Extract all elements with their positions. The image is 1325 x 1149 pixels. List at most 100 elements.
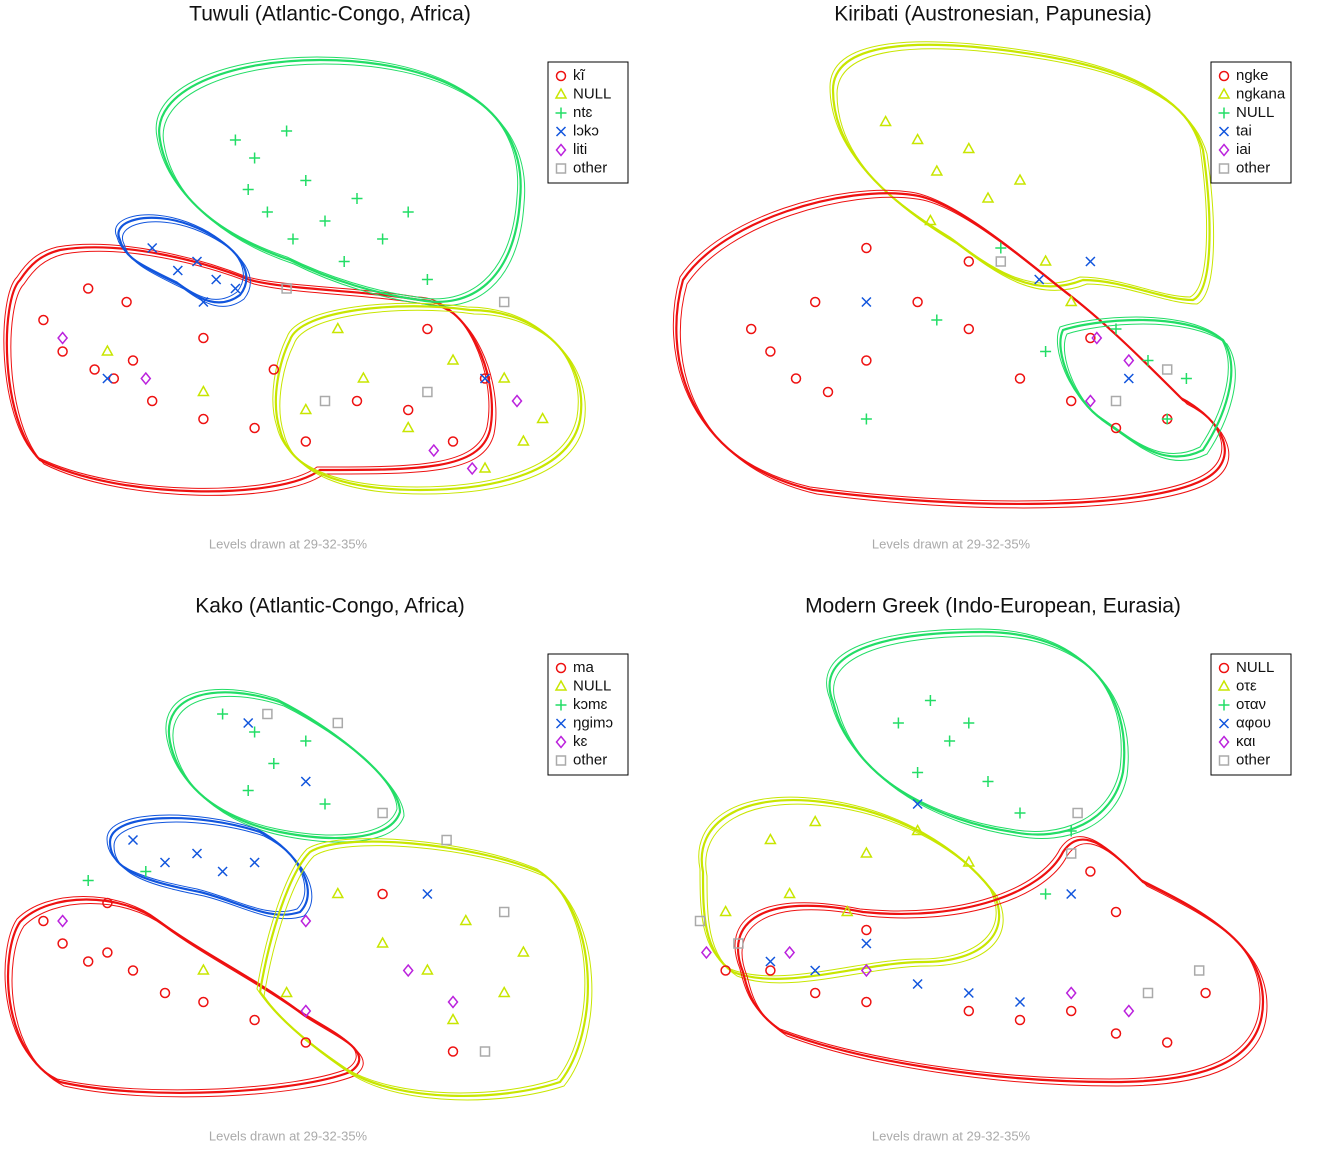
contour	[833, 635, 1129, 839]
point	[861, 296, 872, 308]
contour	[828, 630, 1126, 836]
point	[82, 283, 94, 294]
point	[1110, 395, 1122, 407]
point	[861, 924, 872, 936]
levels-note: Levels drawn at 29-32-35%	[872, 1128, 1031, 1143]
point	[198, 332, 209, 344]
legend-marker	[555, 662, 567, 674]
point	[422, 323, 433, 335]
point	[127, 834, 139, 846]
point	[1161, 413, 1173, 425]
contour	[705, 803, 1004, 984]
contour	[741, 843, 1268, 1087]
point	[1110, 906, 1122, 918]
contour	[700, 799, 1001, 980]
point	[517, 945, 530, 957]
point	[421, 274, 433, 285]
legend-label: ntɛ	[573, 104, 593, 121]
panel: Kako (Atlantic-Congo, Africa) Levels draw…	[4, 595, 629, 1143]
point	[300, 735, 312, 747]
legend-label: ngke	[1236, 67, 1269, 84]
legend-marker	[555, 718, 567, 729]
point	[57, 938, 68, 949]
point	[140, 371, 152, 386]
point	[377, 807, 388, 819]
point	[720, 965, 731, 976]
point	[377, 888, 388, 900]
contour	[167, 691, 402, 840]
point	[447, 995, 459, 1009]
contour	[274, 305, 583, 492]
point	[1065, 395, 1077, 407]
chart-title: Kiribati (Austronesian, Papunesia)	[834, 3, 1152, 26]
point	[249, 152, 261, 164]
point	[1161, 364, 1173, 375]
point	[146, 395, 158, 407]
point	[249, 422, 260, 434]
point	[478, 461, 492, 473]
point	[822, 386, 834, 398]
point	[82, 956, 94, 967]
point	[517, 434, 530, 446]
legend-box	[1210, 61, 1292, 184]
point	[1084, 394, 1096, 408]
point	[82, 875, 94, 886]
legend-label: ŋgimɔ	[573, 714, 613, 731]
point	[963, 323, 975, 335]
contour	[831, 43, 1211, 302]
legend-marker	[555, 107, 567, 119]
point	[479, 373, 491, 384]
legend-label: other	[573, 751, 607, 768]
point	[140, 866, 152, 877]
legend-marker	[1217, 87, 1231, 99]
point	[1161, 1037, 1173, 1048]
legend-label: liti	[573, 141, 587, 158]
point	[280, 985, 293, 998]
point	[790, 373, 802, 384]
point	[1065, 986, 1077, 1000]
point	[861, 355, 872, 366]
contour	[165, 688, 398, 836]
point	[809, 987, 821, 999]
point	[784, 945, 796, 960]
point	[351, 193, 363, 204]
point	[1200, 987, 1211, 999]
point	[733, 938, 744, 949]
point	[1110, 422, 1122, 434]
point	[300, 914, 312, 928]
point	[1066, 888, 1077, 900]
point	[300, 776, 311, 787]
point	[719, 904, 732, 917]
point	[191, 256, 203, 267]
point	[1014, 807, 1026, 819]
levels-note: Levels drawn at 29-32-35%	[209, 536, 368, 551]
chart-title: Modern Greek (Indo-European, Eurasia)	[805, 595, 1181, 618]
point	[319, 798, 331, 810]
point	[377, 233, 389, 245]
point	[995, 242, 1007, 254]
point	[963, 256, 975, 267]
point	[332, 717, 344, 729]
point	[102, 947, 113, 958]
point	[402, 963, 414, 978]
point	[401, 420, 415, 433]
legend-label: NULL	[573, 677, 611, 694]
panel: Kiribati (Austronesian, Papunesia) Levels…	[672, 3, 1292, 551]
point	[319, 395, 331, 407]
point	[198, 413, 209, 425]
point	[101, 344, 114, 356]
point	[376, 936, 389, 948]
point	[281, 125, 293, 137]
point	[229, 134, 241, 146]
legend-marker	[1218, 126, 1230, 137]
point	[1142, 987, 1154, 999]
point	[808, 814, 822, 827]
legend-label: ma	[573, 659, 594, 676]
contour	[734, 836, 1261, 1080]
legend-marker	[1218, 163, 1230, 174]
levels-note: Levels drawn at 29-32-35%	[209, 1128, 368, 1143]
point	[765, 956, 776, 967]
point	[249, 726, 261, 738]
contour	[7, 898, 361, 1094]
legend-label: kĩ	[573, 67, 586, 84]
